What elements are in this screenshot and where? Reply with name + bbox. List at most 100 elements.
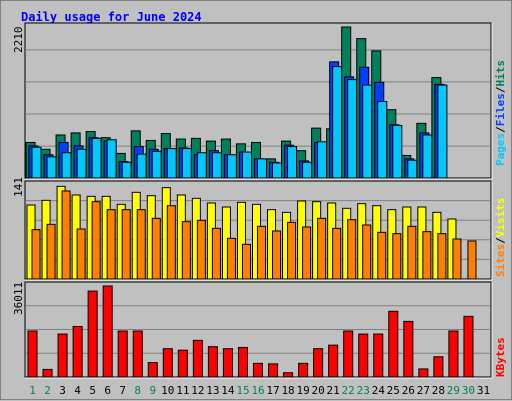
bar-pages-day-25 [392, 124, 403, 179]
bar-sites-day-25 [392, 233, 402, 280]
middle-panel-legend: Sites/Visits [494, 198, 507, 278]
bar-kbytes-day-12 [192, 339, 203, 378]
bar-sites-day-20 [317, 217, 327, 280]
bar-kbytes-day-28 [433, 356, 444, 378]
bar-sites-day-18 [287, 221, 297, 280]
day-label-5: 5 [89, 384, 96, 397]
bar-sites-day-24 [377, 231, 387, 280]
bar-pages-day-17 [272, 162, 283, 179]
bar-sites-day-21 [332, 227, 342, 280]
bar-kbytes-day-22 [343, 330, 354, 378]
bar-kbytes-day-24 [373, 333, 384, 378]
top-panel-legend: Pages/Files/Hits [494, 60, 507, 166]
bar-kbytes-day-21 [328, 344, 339, 378]
day-label-29: 29 [447, 384, 460, 397]
bar-pages-day-11 [181, 148, 192, 179]
middle-panel-ymax-label: 141 [12, 177, 25, 197]
bar-sites-day-22 [347, 219, 357, 280]
bar-pages-day-19 [302, 161, 313, 179]
bar-kbytes-day-20 [313, 348, 324, 378]
bar-sites-day-14 [226, 237, 236, 280]
bar-kbytes-day-10 [162, 348, 173, 378]
bar-sites-day-29 [452, 238, 462, 280]
bar-visits-day-15 [236, 201, 246, 280]
legend-top-text-separator: / [494, 126, 507, 133]
day-label-31: 31 [477, 384, 490, 397]
bar-kbytes-day-8 [132, 330, 143, 378]
bar-sites-day-30 [467, 240, 477, 280]
day-label-4: 4 [74, 384, 81, 397]
bar-pages-day-7 [121, 161, 132, 179]
day-label-13: 13 [206, 384, 219, 397]
bar-pages-day-9 [151, 150, 162, 179]
bar-sites-day-26 [407, 225, 417, 280]
bar-pages-day-18 [287, 146, 298, 179]
day-label-15: 15 [236, 384, 249, 397]
bar-sites-day-15 [241, 243, 251, 280]
bar-pages-day-5 [91, 137, 102, 179]
legend-top-text-separator: / [494, 86, 507, 93]
bar-pages-day-26 [407, 159, 418, 179]
bar-kbytes-day-4 [72, 325, 83, 378]
legend-top-text-hits: Hits [494, 60, 507, 87]
day-label-25: 25 [387, 384, 400, 397]
bar-pages-day-12 [196, 152, 207, 179]
bar-pages-day-1 [31, 146, 42, 179]
day-label-2: 2 [44, 384, 51, 397]
top-panel-bars [25, 26, 448, 179]
bar-kbytes-day-14 [222, 348, 233, 378]
middle-panel-bars [26, 185, 477, 280]
bar-kbytes-day-27 [418, 368, 429, 378]
legend-middle-text: Sites/Visits [494, 198, 507, 278]
day-label-9: 9 [149, 384, 156, 397]
bar-kbytes-day-18 [283, 372, 294, 378]
bar-kbytes-day-17 [268, 363, 279, 378]
bar-pages-day-23 [362, 84, 373, 179]
bar-pages-day-8 [136, 153, 147, 179]
bar-sites-day-13 [211, 227, 221, 280]
bar-kbytes-day-7 [117, 330, 128, 378]
bar-kbytes-day-25 [388, 310, 399, 378]
bottom-panel-legend: KBytes [494, 337, 507, 377]
chart-title: Daily usage for June 2024 [21, 10, 202, 24]
bar-sites-day-1 [31, 229, 41, 280]
day-label-20: 20 [312, 384, 325, 397]
bar-sites-day-19 [302, 226, 312, 280]
day-label-23: 23 [357, 384, 370, 397]
bar-pages-day-4 [76, 148, 87, 179]
day-label-22: 22 [342, 384, 355, 397]
bar-sites-day-8 [136, 209, 146, 280]
bar-kbytes-day-2 [42, 368, 53, 378]
bar-sites-day-28 [437, 233, 447, 280]
bar-kbytes-day-30 [463, 315, 474, 378]
bar-pages-day-21 [332, 66, 343, 179]
bar-kbytes-day-1 [27, 330, 38, 378]
bar-kbytes-day-9 [147, 362, 158, 378]
day-label-16: 16 [251, 384, 264, 397]
bar-pages-day-15 [241, 151, 252, 179]
bar-pages-day-22 [347, 79, 358, 179]
bar-pages-day-27 [422, 134, 433, 179]
bar-kbytes-day-11 [177, 349, 188, 378]
bar-sites-day-4 [76, 228, 86, 280]
bar-kbytes-day-15 [237, 346, 248, 378]
day-label-21: 21 [327, 384, 340, 397]
day-label-10: 10 [161, 384, 174, 397]
day-label-7: 7 [119, 384, 126, 397]
day-label-14: 14 [221, 384, 235, 397]
day-labels: 1 2 3 4 5 6 7 8 9 10 11 12 13 14 15 16 17 18 19 20 21 22 23 24 2… [29, 384, 490, 397]
legend-top-text-pages: Pages [494, 133, 507, 166]
day-label-26: 26 [402, 384, 415, 397]
bar-sites-day-6 [106, 209, 116, 280]
day-label-6: 6 [104, 384, 111, 397]
day-label-11: 11 [176, 384, 189, 397]
bar-pages-day-14 [226, 154, 237, 179]
bar-pages-day-6 [106, 139, 117, 179]
top-panel-ymax-label: 2210 [12, 27, 25, 54]
legend-middle-text-visits: Visits [494, 198, 507, 238]
bar-kbytes-day-3 [57, 333, 68, 378]
bar-sites-day-12 [196, 219, 206, 280]
bar-kbytes-day-5 [87, 290, 98, 378]
